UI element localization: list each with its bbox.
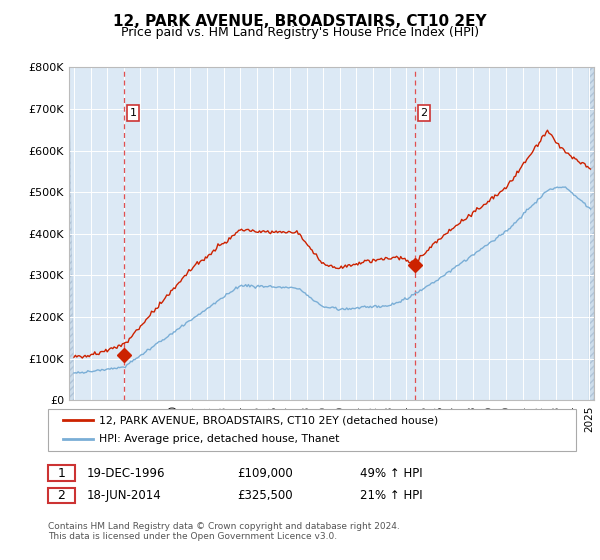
Text: 18-JUN-2014: 18-JUN-2014: [87, 489, 162, 502]
Text: HPI: Average price, detached house, Thanet: HPI: Average price, detached house, Than…: [99, 435, 340, 445]
Text: 1: 1: [58, 466, 65, 480]
Text: 21% ↑ HPI: 21% ↑ HPI: [360, 489, 422, 502]
Text: 2: 2: [421, 108, 428, 118]
Text: 1: 1: [130, 108, 137, 118]
Text: Price paid vs. HM Land Registry's House Price Index (HPI): Price paid vs. HM Land Registry's House …: [121, 26, 479, 39]
Text: 2: 2: [58, 489, 65, 502]
Text: 49% ↑ HPI: 49% ↑ HPI: [360, 466, 422, 480]
Polygon shape: [69, 67, 74, 400]
Text: 19-DEC-1996: 19-DEC-1996: [87, 466, 166, 480]
Text: 12, PARK AVENUE, BROADSTAIRS, CT10 2EY: 12, PARK AVENUE, BROADSTAIRS, CT10 2EY: [113, 14, 487, 29]
Text: £325,500: £325,500: [237, 489, 293, 502]
Text: 12, PARK AVENUE, BROADSTAIRS, CT10 2EY (detached house): 12, PARK AVENUE, BROADSTAIRS, CT10 2EY (…: [99, 415, 438, 425]
Text: Contains HM Land Registry data © Crown copyright and database right 2024.
This d: Contains HM Land Registry data © Crown c…: [48, 522, 400, 542]
Polygon shape: [589, 67, 594, 400]
Text: £109,000: £109,000: [237, 466, 293, 480]
